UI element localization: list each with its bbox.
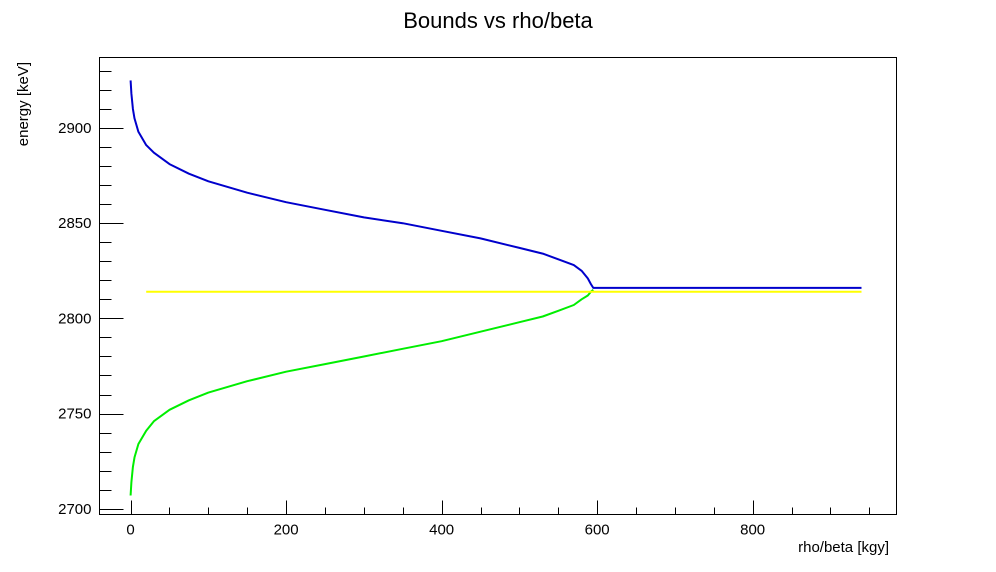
x-tick-label: 400 (429, 522, 454, 539)
series-line-2 (129, 289, 594, 496)
y-tick-label: 2700 (58, 501, 91, 518)
x-tick-label: 0 (126, 522, 134, 539)
plot-frame (99, 57, 897, 515)
y-tick-label: 2900 (58, 120, 91, 137)
x-axis-label: rho/beta [kgy] (798, 539, 889, 556)
chart-title: Bounds vs rho/beta (403, 8, 593, 33)
y-tick-label: 2750 (58, 406, 91, 423)
y-axis-ticks: 2700 2750 2800 2850 2900 (58, 71, 124, 518)
y-tick-label: 2850 (58, 215, 91, 232)
y-axis-label: energy [keV] (15, 62, 32, 146)
y-tick-label: 2800 (58, 310, 91, 327)
x-axis-ticks: 0 200 400 600 800 (126, 500, 870, 539)
series-group (129, 80, 862, 496)
x-tick-label: 800 (740, 522, 765, 539)
series-line-1 (129, 80, 862, 289)
x-tick-label: 200 (274, 522, 299, 539)
x-tick-label: 600 (585, 522, 610, 539)
